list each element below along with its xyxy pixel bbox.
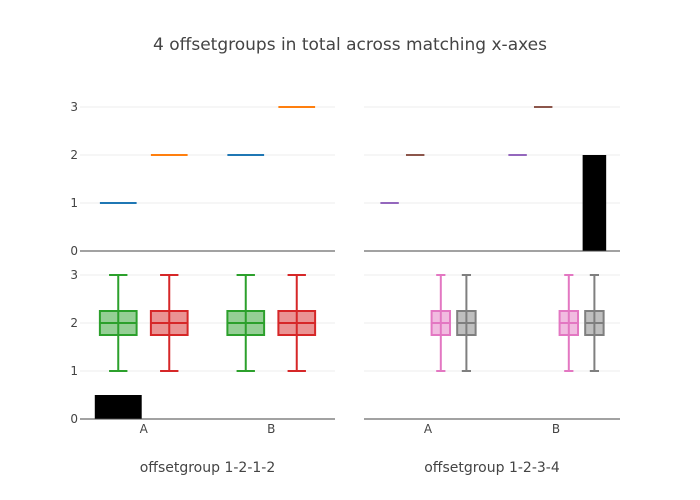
y-tick-label: 0: [70, 244, 78, 258]
subplot-top-left: 0 1 2 3: [70, 100, 335, 258]
x-axis-title: offsetgroup 1-2-3-4: [424, 460, 560, 476]
chart-title: 4 offsetgroups in total across matching …: [153, 35, 547, 55]
x-tick-label: A: [424, 422, 433, 436]
y-tick-label: 1: [70, 196, 78, 210]
bar-A: [94, 395, 142, 419]
box-B: [277, 274, 317, 372]
y-tick-label: 2: [70, 316, 78, 330]
box-A: [149, 274, 189, 372]
box-B: [558, 274, 580, 372]
box-A: [98, 274, 138, 372]
y-tick-label: 3: [70, 268, 78, 282]
box-A: [456, 274, 477, 372]
y-tick-label: 0: [70, 412, 78, 426]
box-B: [584, 274, 605, 372]
y-tick-label: 1: [70, 364, 78, 378]
x-tick-label: B: [552, 422, 560, 436]
x-tick-label: A: [140, 422, 149, 436]
box-A: [430, 274, 452, 372]
subplot-top-right: [364, 106, 620, 252]
x-axis-title: offsetgroup 1-2-1-2: [140, 460, 276, 476]
bar-B: [582, 155, 607, 251]
box-B: [226, 274, 266, 372]
x-tick-label: B: [267, 422, 275, 436]
y-tick-label: 3: [70, 100, 78, 114]
y-tick-label: 2: [70, 148, 78, 162]
